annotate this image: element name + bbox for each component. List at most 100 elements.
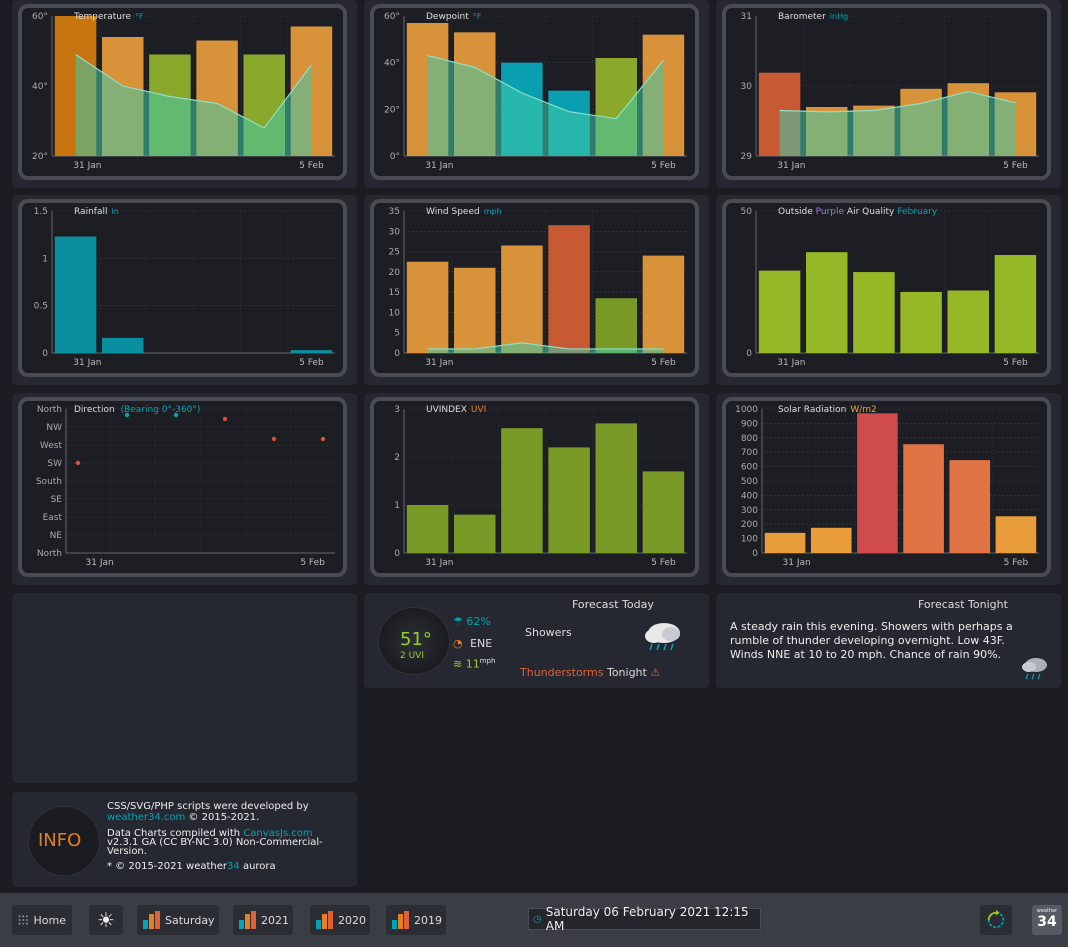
chart-icon xyxy=(392,911,409,929)
x-label-end: 5 Feb xyxy=(1003,358,1028,368)
datetime-text: Saturday 06 February 2021 12:15 AM xyxy=(545,905,749,933)
x-label-end: 5 Feb xyxy=(299,161,324,171)
y-tick-label: West xyxy=(40,441,63,451)
barometer-title: Barometer xyxy=(778,12,826,22)
bar xyxy=(949,460,991,553)
y-tick-label: 1000 xyxy=(735,405,758,415)
bar xyxy=(857,413,898,553)
y-tick-label: 35 xyxy=(389,207,400,217)
year-2021-button[interactable]: 2021 xyxy=(233,905,293,935)
y-tick-label: 30 xyxy=(389,227,401,237)
area-line xyxy=(779,90,1016,113)
alert-tonight: Tonight xyxy=(603,666,647,679)
empty-panel xyxy=(12,593,357,783)
airquality-panel: Outside Purple Air Quality February 50 0 31… xyxy=(716,195,1061,385)
y-tick-label: 5 xyxy=(394,329,400,339)
bar xyxy=(810,527,852,553)
bar xyxy=(54,236,97,353)
y-tick-label: 40° xyxy=(384,59,400,69)
direction-chart: Direction (Bearing 0°-360°) North NW West S… xyxy=(18,397,347,577)
y-tick-label: 29 xyxy=(741,152,753,162)
wind-unit: mph xyxy=(479,657,496,665)
alert-thunder: Thunderstorms xyxy=(520,666,604,679)
forecast-today-title: Forecast Today xyxy=(572,598,654,611)
bar xyxy=(406,505,449,553)
info-footer-b: 34 xyxy=(227,861,240,872)
info-footer-c: aurora xyxy=(239,861,276,872)
info-canvasjs-link[interactable]: CanvasJs.com xyxy=(243,828,313,839)
y-tick-label: East xyxy=(43,513,63,523)
y-tick-label: 60° xyxy=(384,12,400,22)
info-line5: Version. xyxy=(107,846,147,857)
y-tick-label: 800 xyxy=(741,434,758,444)
umbrella-icon: ☂ xyxy=(453,615,463,628)
year-2021-label: 2021 xyxy=(261,913,289,927)
barometer-panel: Barometer inHg 31 30 29 31 Jan 5 Feb xyxy=(716,0,1061,188)
barometer-chart: Barometer inHg 31 30 29 31 Jan 5 Feb xyxy=(722,4,1051,180)
bar xyxy=(900,291,942,353)
area-series xyxy=(779,91,1016,156)
airquality-svg: 50 0 31 Jan 5 Feb xyxy=(741,207,1039,368)
x-label-start: 31 Jan xyxy=(86,558,114,568)
rainfall-svg: 1.5 1 0.5 0 31 Jan 5 Feb xyxy=(34,207,335,368)
y-tick-label: 2 xyxy=(394,453,400,463)
bar xyxy=(853,272,895,353)
x-label-start: 31 Jan xyxy=(425,358,453,368)
airquality-unit: February xyxy=(897,207,938,217)
y-tick-label: 0 xyxy=(752,549,758,559)
y-tick-label: South xyxy=(36,477,62,487)
temperature-svg: 60° 40° 20° 31 Jan 5 Feb xyxy=(32,12,335,171)
forecast-tonight-panel: Forecast Tonight A steady rain this even… xyxy=(716,593,1061,688)
direction-panel: Direction (Bearing 0°-360°) North NW West S… xyxy=(12,393,357,585)
bar xyxy=(290,350,333,353)
uvindex-chart: UVINDEX UVI 3 2 1 0 31 Jan 5 Feb xyxy=(370,397,699,577)
y-tick-label: 0 xyxy=(394,549,400,559)
info-weather34-link[interactable]: weather34.com xyxy=(107,812,186,823)
year-2020-button[interactable]: 2020 xyxy=(310,905,370,935)
bar xyxy=(947,290,990,353)
uvindex-unit: UVI xyxy=(470,405,487,415)
direction-point xyxy=(124,412,130,418)
windspeed-panel: Wind Speed mph 35 30 25 20 15 10 5 0 31 Jan 5 Feb xyxy=(364,195,709,385)
compass-icon: ◔ xyxy=(453,637,463,650)
bar xyxy=(764,532,806,553)
temperature-circle xyxy=(378,607,450,675)
temperature-title: Temperature xyxy=(74,12,132,22)
solar-chart: Solar Radiation W/m2 1000 900 800 700 600 500 4… xyxy=(722,397,1051,577)
clock-icon: ◷ xyxy=(533,913,542,925)
x-label-start: 31 Jan xyxy=(425,161,453,171)
barometer-svg: 31 30 29 31 Jan 5 Feb xyxy=(741,12,1039,171)
saturday-button[interactable]: Saturday xyxy=(137,905,219,935)
y-tick-label: 300 xyxy=(741,506,758,516)
uvindex-panel: UVINDEX UVI 3 2 1 0 31 Jan 5 Feb xyxy=(364,393,709,585)
windspeed-title: Wind Speed xyxy=(426,207,480,217)
x-label-end: 5 Feb xyxy=(1003,161,1028,171)
home-button[interactable]: Home xyxy=(12,905,72,935)
y-tick-label: 0 xyxy=(746,349,752,359)
y-tick-label: 3 xyxy=(394,405,400,415)
year-2019-button[interactable]: 2019 xyxy=(386,905,446,935)
weather34-badge[interactable]: weather 34 xyxy=(1032,905,1062,935)
x-label-end: 5 Feb xyxy=(300,558,325,568)
bar xyxy=(101,337,144,353)
grid-icon xyxy=(18,915,28,925)
info-line4: v2.3.1 GA (CC BY-NC 3.0) Non-Commercial- xyxy=(107,837,323,848)
y-tick-label: 20 xyxy=(389,268,401,278)
info-circle xyxy=(28,806,100,876)
theme-button[interactable]: ☀ xyxy=(89,905,123,935)
dewpoint-unit: °F xyxy=(472,12,482,21)
current-temp: 51° xyxy=(400,629,432,650)
forecast-tonight-text: A steady rain this evening. Showers with… xyxy=(730,620,1013,661)
y-tick-label: North xyxy=(37,549,62,559)
bar xyxy=(758,270,801,353)
info-charts-label: Data Charts compiled with xyxy=(107,828,244,839)
refresh-button[interactable] xyxy=(980,905,1012,935)
y-tick-label: 200 xyxy=(741,520,758,530)
y-tick-label: 10 xyxy=(389,308,401,318)
y-tick-label: 40° xyxy=(32,82,48,92)
chart-icon xyxy=(239,911,256,929)
bar xyxy=(501,428,543,553)
y-tick-label: 30 xyxy=(741,82,753,92)
y-tick-label: SW xyxy=(47,459,62,469)
